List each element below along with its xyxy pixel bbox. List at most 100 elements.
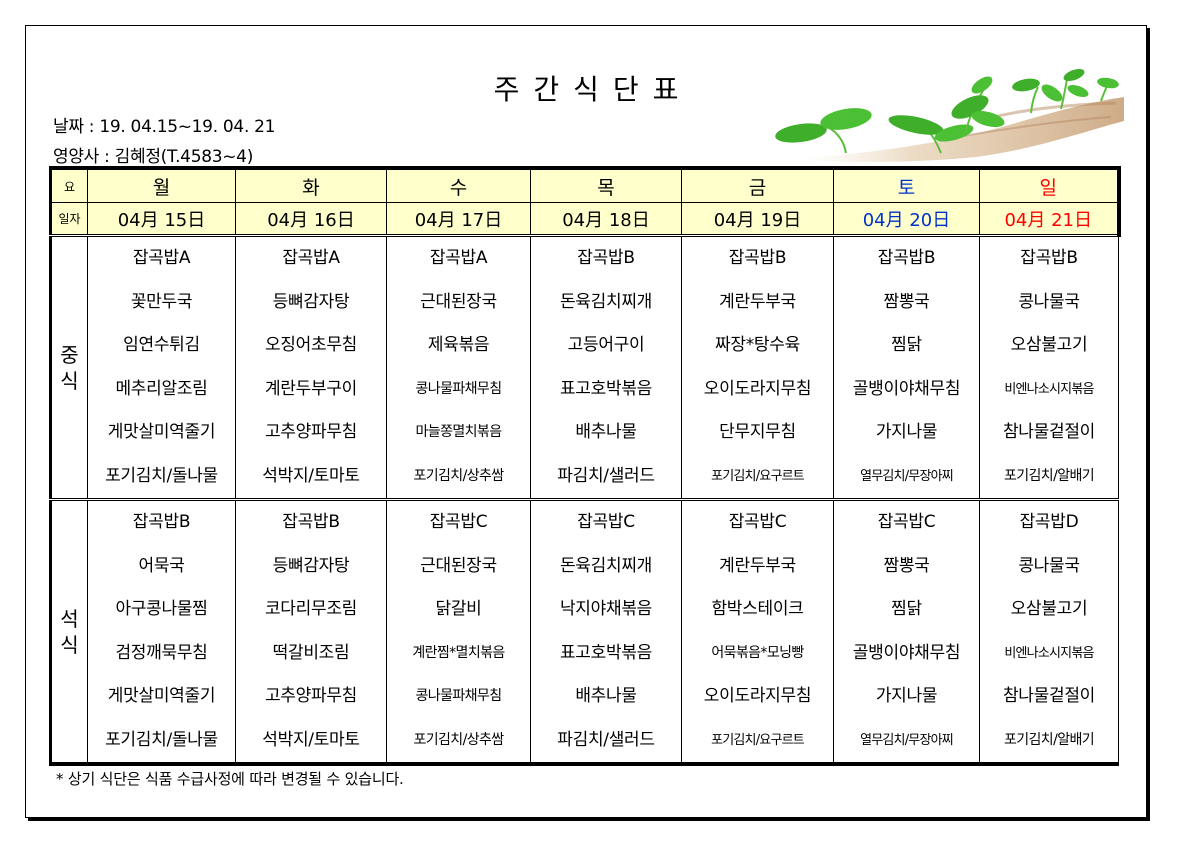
menu-item: 닭갈비 — [435, 599, 482, 619]
menu-item: 등뼈감자탕 — [272, 555, 350, 576]
menu-item: 오삼불고기 — [1010, 335, 1088, 355]
menu-item: 고추양파무침 — [264, 686, 358, 706]
menu-item: 열무김치/무장아찌 — [860, 732, 954, 748]
lunch-label: 중 식 — [49, 235, 88, 501]
lunch-label-char-2: 식 — [60, 368, 79, 393]
menu-item: 돈육김치찌개 — [559, 291, 653, 312]
menu-item: 참나물겉절이 — [1002, 422, 1096, 442]
lunch-fri: 잡곡밥B 계란두부국 짜장*탕수육 오이도라지무침 단무지무침 포기김치/요구르… — [681, 235, 834, 501]
day-header-tue: 화 — [235, 166, 387, 203]
menu-item: 게맛살미역줄기 — [107, 422, 216, 442]
menu-item: 포기김치/요구르트 — [711, 732, 805, 748]
menu-item: 비엔나소시지볶음 — [1004, 381, 1094, 397]
menu-item: 짬뽕국 — [883, 291, 930, 312]
lunch-wed: 잡곡밥A 근대된장국 제육볶음 콩나물파채무침 마늘쫑멸치볶음 포기김치/상추쌈 — [386, 235, 531, 501]
dinner-label-char-1: 석 — [60, 606, 79, 631]
menu-item: 배추나물 — [575, 422, 637, 442]
lunch-mon: 잡곡밥A 꽃만두국 임연수튀김 메추리알조림 게맛살미역줄기 포기김치/돌나물 — [87, 235, 236, 501]
menu-item: 근대된장국 — [420, 291, 497, 312]
menu-item: 오징어초무침 — [264, 335, 358, 355]
menu-sheet: 주간식단표 날짜 : 19. 04.15~19. 04. 21 영양사 : 김혜… — [25, 25, 1147, 818]
menu-item: 잡곡밥C — [877, 512, 936, 532]
menu-item: 잡곡밥C — [429, 512, 488, 532]
menu-item: 검정깨묵무침 — [115, 642, 208, 663]
menu-item: 코다리무조림 — [264, 599, 358, 619]
day-header-thu: 목 — [530, 166, 682, 203]
day-header-sun: 일 — [979, 166, 1121, 203]
lunch-sun: 잡곡밥B 콩나물국 오삼불고기 비엔나소시지볶음 참나물겉절이 포기김치/알배기 — [979, 235, 1119, 501]
menu-item: 배추나물 — [575, 686, 637, 706]
menu-item: 포기김치/알배기 — [1003, 731, 1095, 748]
dinner-row: 석 식 잡곡밥B 어묵국 아구콩나물찜 검정깨묵무침 게맛살미역줄기 포기김치/… — [49, 499, 1119, 766]
menu-item: 어묵국 — [138, 555, 185, 576]
date-tue: 04月 16日 — [235, 202, 387, 237]
date-sat: 04月 20日 — [833, 202, 980, 237]
menu-item: 포기김치/돌나물 — [105, 729, 218, 750]
menu-item: 잡곡밥B — [1020, 248, 1078, 268]
menu-item: 열무김치/무장아찌 — [860, 468, 954, 484]
day-header-mon: 월 — [87, 166, 236, 203]
menu-item: 찜닭 — [891, 599, 922, 619]
date-sun: 04月 21日 — [979, 202, 1121, 237]
menu-item: 잡곡밥B — [282, 512, 340, 532]
lunch-tue: 잡곡밥A 등뼈감자탕 오징어초무침 계란두부구이 고추양파무침 석박지/토마토 — [235, 235, 387, 501]
date-range: 날짜 : 19. 04.15~19. 04. 21 — [53, 117, 276, 137]
dinner-fri: 잡곡밥C 계란두부국 함박스테이크 어묵볶음*모닝빵 오이도라지무침 포기김치/… — [681, 499, 834, 766]
date-corner-label: 일자 — [49, 202, 88, 237]
dinner-thu: 잡곡밥C 돈육김치찌개 낙지야채볶음 표고호박볶음 배추나물 파김치/샐러드 — [530, 499, 682, 766]
menu-item: 석박지/토마토 — [262, 465, 360, 486]
menu-item: 잡곡밥B — [877, 248, 936, 268]
menu-item: 꽃만두국 — [130, 291, 193, 312]
dinner-sat: 잡곡밥C 짬뽕국 찜닭 골뱅이야채무침 가지나물 열무김치/무장아찌 — [833, 499, 980, 766]
menu-item: 낙지야채볶음 — [559, 599, 653, 619]
dinner-label-char-2: 식 — [60, 632, 79, 657]
menu-item: 콩나물국 — [1018, 555, 1080, 576]
menu-item: 파김치/샐러드 — [557, 465, 655, 486]
date-header-row: 일자 04月 15日 04月 16日 04月 17日 04月 18日 04月 1… — [49, 202, 1121, 237]
menu-item: 계란두부국 — [719, 291, 796, 312]
menu-item: 콩나물파채무침 — [415, 688, 503, 704]
menu-item: 잡곡밥B — [728, 248, 787, 268]
menu-item: 잡곡밥B — [577, 248, 635, 268]
menu-item: 포기김치/상추쌈 — [413, 467, 504, 484]
menu-item: 가지나물 — [875, 422, 938, 442]
day-corner-label: 요 — [49, 166, 88, 203]
menu-item: 석박지/토마토 — [262, 729, 360, 750]
day-header-fri: 금 — [681, 166, 834, 203]
dinner-label: 석 식 — [49, 499, 88, 766]
menu-item: 떡갈비조림 — [272, 642, 350, 663]
day-header-wed: 수 — [386, 166, 531, 203]
dinner-wed: 잡곡밥C 근대된장국 닭갈비 계란찜*멸치볶음 콩나물파채무침 포기김치/상추쌈 — [386, 499, 531, 766]
dinner-sun: 잡곡밥D 콩나물국 오삼불고기 비엔나소시지볶음 참나물겉절이 포기김치/알배기 — [979, 499, 1119, 766]
sprouts-icon — [775, 68, 1124, 162]
menu-item: 파김치/샐러드 — [557, 729, 655, 750]
date-mon: 04月 15日 — [87, 202, 236, 237]
menu-item: 비엔나소시지볶음 — [1004, 645, 1094, 661]
menu-item: 잡곡밥C — [728, 512, 787, 532]
day-header-row: 요 월 화 수 목 금 토 일 — [49, 166, 1121, 203]
menu-item: 오이도라지무침 — [703, 378, 812, 399]
lunch-label-char-1: 중 — [60, 342, 79, 367]
menu-item: 짬뽕국 — [883, 555, 930, 576]
dietitian-info: 영양사 : 김혜정(T.4583~4) — [53, 147, 254, 167]
menu-item: 임연수튀김 — [123, 335, 200, 355]
menu-item: 계란찜*멸치볶음 — [412, 644, 505, 661]
menu-item: 단무지무침 — [719, 422, 796, 442]
menu-item: 제육볶음 — [427, 335, 490, 355]
footnote: * 상기 식단은 식품 수급사정에 따라 변경될 수 있습니다. — [56, 770, 404, 788]
menu-item: 참나물겉절이 — [1002, 686, 1096, 706]
menu-item: 포기김치/돌나물 — [105, 465, 218, 486]
dinner-tue: 잡곡밥B 등뼈감자탕 코다리무조림 떡갈비조림 고추양파무침 석박지/토마토 — [235, 499, 387, 766]
page-title: 주간식단표 — [493, 73, 693, 106]
lunch-row: 중 식 잡곡밥A 꽃만두국 임연수튀김 메추리알조림 게맛살미역줄기 포기김치/… — [49, 235, 1119, 501]
menu-item: 잡곡밥B — [132, 512, 191, 532]
menu-item: 게맛살미역줄기 — [107, 686, 216, 706]
menu-item: 잡곡밥A — [132, 248, 191, 268]
menu-item: 잡곡밥C — [577, 512, 635, 532]
menu-item: 마늘쫑멸치볶음 — [415, 424, 503, 440]
menu-item: 메추리알조림 — [115, 378, 208, 399]
menu-item: 계란두부구이 — [264, 378, 358, 399]
day-header-sat: 토 — [833, 166, 980, 203]
menu-item: 짜장*탕수육 — [715, 335, 800, 355]
weekly-menu-table: 요 월 화 수 목 금 토 일 일자 04月 15日 04月 16日 04月 1… — [49, 166, 1121, 766]
